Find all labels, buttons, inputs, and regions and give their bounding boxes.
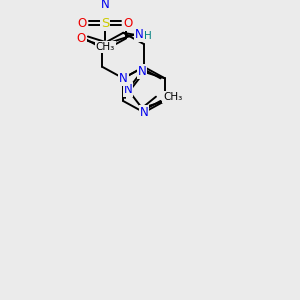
Text: N: N [140,106,148,119]
Text: S: S [101,17,110,30]
Text: CH₃: CH₃ [96,42,115,52]
Text: O: O [78,17,87,30]
Text: O: O [124,17,133,30]
Text: N: N [135,28,144,41]
Text: N: N [124,83,132,96]
Text: N: N [138,65,146,78]
Text: N: N [101,0,110,11]
Text: N: N [119,72,128,85]
Text: N: N [119,72,128,85]
Text: H: H [144,31,152,40]
Text: O: O [76,32,86,45]
Text: CH₃: CH₃ [163,92,182,102]
